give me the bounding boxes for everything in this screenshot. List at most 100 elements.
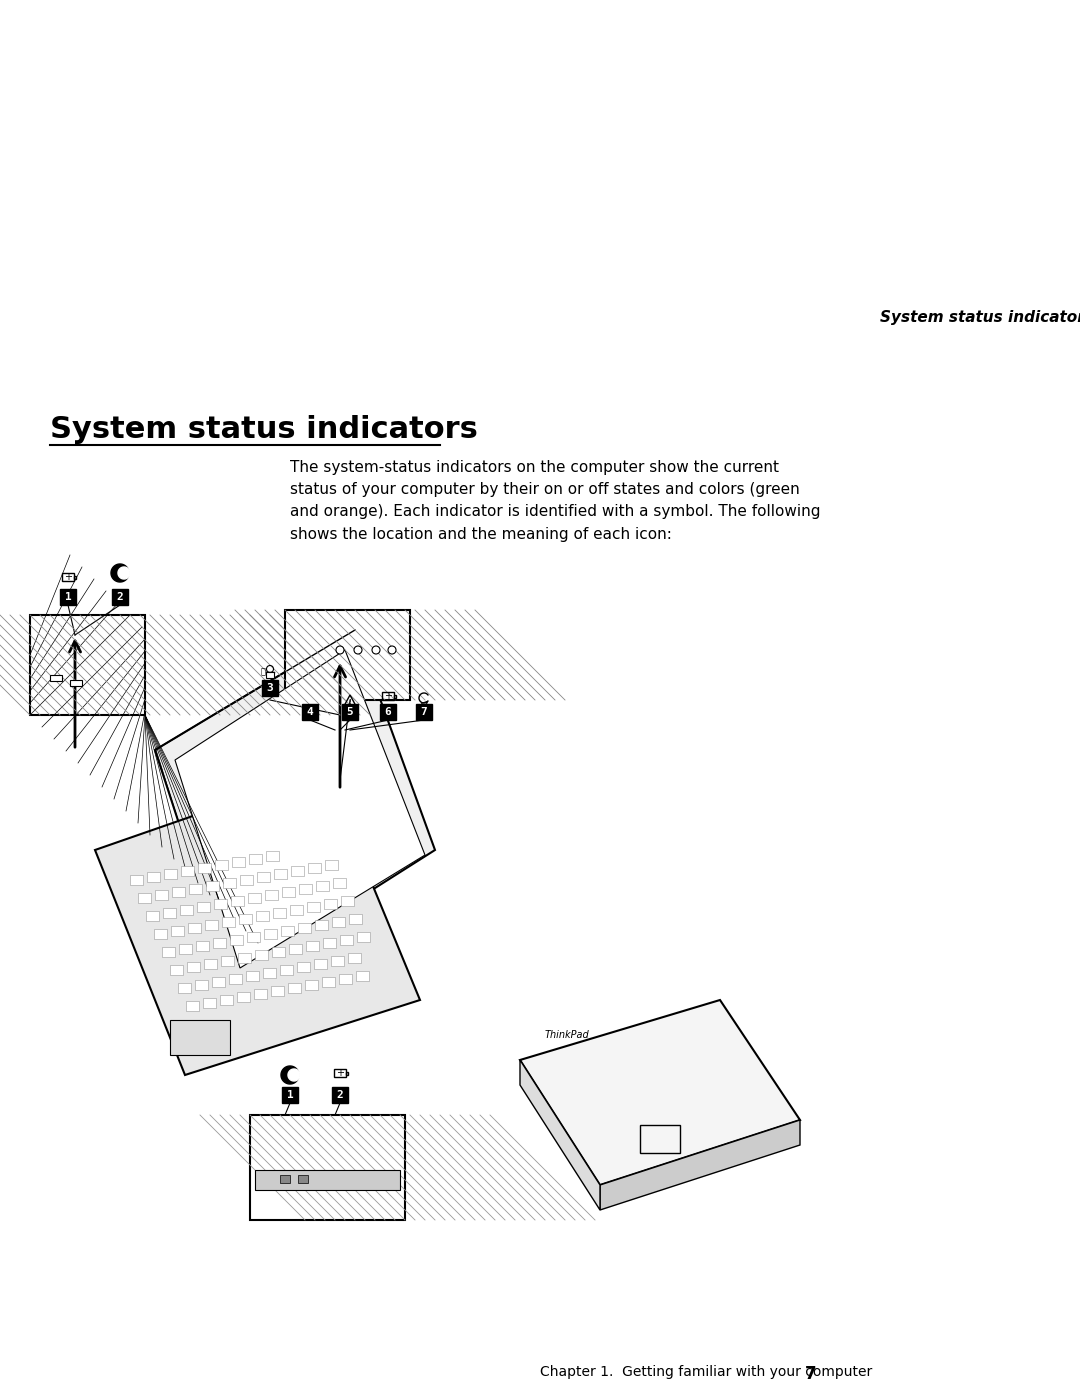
- Bar: [289, 944, 302, 954]
- Bar: [178, 983, 191, 993]
- Bar: [274, 869, 287, 879]
- Bar: [346, 1071, 348, 1076]
- Bar: [156, 890, 168, 900]
- Bar: [357, 932, 370, 942]
- Text: 2: 2: [337, 1090, 343, 1099]
- Bar: [30, 615, 145, 715]
- Bar: [146, 911, 159, 921]
- Bar: [257, 872, 270, 882]
- Bar: [205, 921, 218, 930]
- Bar: [231, 895, 244, 907]
- Bar: [198, 863, 211, 873]
- Bar: [282, 887, 295, 897]
- Bar: [204, 958, 217, 970]
- FancyBboxPatch shape: [282, 1087, 298, 1104]
- Text: 6: 6: [384, 707, 391, 717]
- Bar: [640, 1125, 680, 1153]
- Bar: [172, 887, 185, 897]
- Bar: [50, 675, 62, 680]
- Bar: [212, 977, 225, 988]
- Bar: [130, 875, 143, 886]
- Bar: [222, 877, 237, 888]
- Bar: [330, 956, 345, 965]
- Text: 1: 1: [65, 592, 71, 602]
- FancyBboxPatch shape: [60, 590, 76, 605]
- Bar: [164, 869, 177, 879]
- Bar: [246, 971, 259, 981]
- Bar: [220, 995, 233, 1004]
- Bar: [70, 680, 82, 686]
- Polygon shape: [519, 1060, 600, 1210]
- Bar: [189, 884, 202, 894]
- Polygon shape: [156, 630, 435, 981]
- FancyBboxPatch shape: [262, 680, 278, 696]
- Bar: [195, 942, 210, 951]
- Bar: [281, 926, 294, 936]
- Bar: [322, 977, 335, 988]
- Bar: [203, 997, 216, 1009]
- Circle shape: [372, 645, 380, 654]
- Bar: [348, 953, 361, 963]
- Bar: [154, 929, 167, 939]
- Bar: [299, 884, 312, 894]
- FancyBboxPatch shape: [342, 704, 357, 719]
- Bar: [325, 861, 338, 870]
- Bar: [222, 916, 235, 928]
- Bar: [171, 926, 184, 936]
- Bar: [280, 965, 293, 975]
- Bar: [305, 981, 318, 990]
- Bar: [297, 963, 310, 972]
- Bar: [195, 981, 208, 990]
- Bar: [339, 974, 352, 983]
- Bar: [179, 944, 192, 954]
- Bar: [264, 929, 276, 939]
- Bar: [271, 986, 284, 996]
- Bar: [316, 882, 329, 891]
- Bar: [214, 900, 227, 909]
- Bar: [237, 992, 249, 1002]
- Bar: [341, 895, 354, 907]
- Bar: [291, 905, 303, 915]
- Bar: [264, 968, 276, 978]
- Bar: [307, 902, 320, 912]
- Bar: [308, 863, 321, 873]
- Text: ⬛: ⬛: [260, 668, 266, 676]
- Bar: [349, 914, 362, 923]
- FancyBboxPatch shape: [380, 704, 396, 719]
- Bar: [162, 947, 175, 957]
- Bar: [256, 911, 269, 921]
- Bar: [221, 956, 234, 965]
- Text: 5: 5: [347, 707, 353, 717]
- Polygon shape: [118, 567, 130, 578]
- Bar: [170, 965, 183, 975]
- Bar: [298, 923, 311, 933]
- Bar: [298, 1175, 308, 1183]
- Text: +: +: [336, 1067, 345, 1078]
- FancyBboxPatch shape: [302, 704, 318, 719]
- Bar: [215, 861, 228, 870]
- Bar: [273, 908, 286, 918]
- Circle shape: [336, 645, 345, 654]
- Bar: [394, 694, 395, 698]
- Bar: [232, 856, 245, 868]
- Bar: [62, 573, 75, 581]
- Bar: [340, 935, 353, 944]
- Bar: [280, 1175, 291, 1183]
- Polygon shape: [288, 1069, 300, 1081]
- Bar: [181, 866, 194, 876]
- Bar: [356, 971, 369, 981]
- Bar: [249, 854, 262, 863]
- Bar: [188, 923, 201, 933]
- Text: 7: 7: [420, 707, 428, 717]
- Text: +: +: [384, 692, 392, 701]
- Circle shape: [354, 645, 362, 654]
- Polygon shape: [175, 650, 426, 968]
- Bar: [239, 914, 252, 923]
- Text: !: !: [349, 698, 351, 705]
- Bar: [206, 882, 219, 891]
- Bar: [75, 576, 76, 580]
- Text: +: +: [64, 571, 72, 583]
- Bar: [306, 942, 319, 951]
- Bar: [334, 1069, 346, 1077]
- FancyBboxPatch shape: [112, 590, 129, 605]
